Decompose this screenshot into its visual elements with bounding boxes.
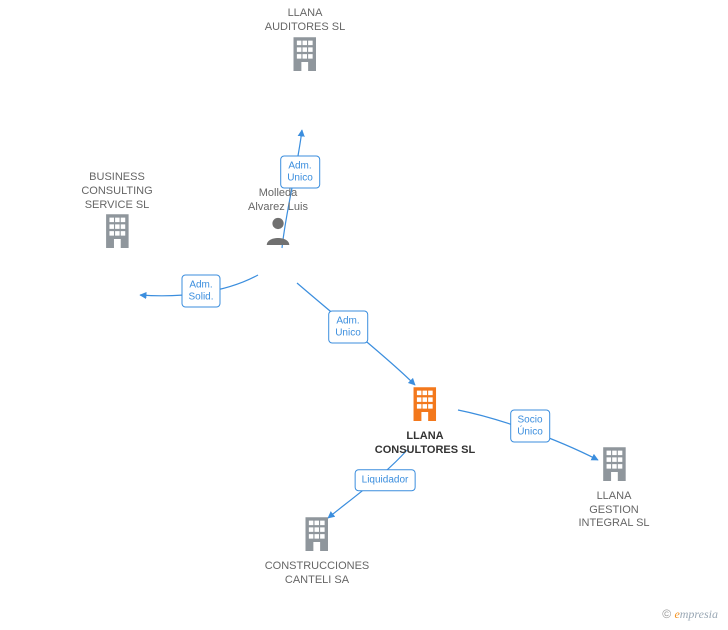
building-icon bbox=[299, 515, 335, 551]
edge-label-e4: SocioÚnico bbox=[510, 410, 550, 443]
node-llana_gestion[interactable]: LLANAGESTIONINTEGRAL SL bbox=[578, 445, 649, 531]
node-label: MolledaAlvarez Luis bbox=[248, 187, 308, 215]
node-llana_consultores[interactable]: LLANACONSULTORES SL bbox=[375, 385, 475, 457]
node-label: LLANAGESTIONINTEGRAL SL bbox=[578, 490, 649, 531]
brand-rest: mpresia bbox=[680, 607, 718, 621]
node-label: BUSINESSCONSULTINGSERVICE SL bbox=[81, 171, 152, 212]
edge-label-e5: Liquidador bbox=[355, 469, 416, 491]
copyright-symbol: © bbox=[662, 607, 671, 621]
edge-label-e3: Adm.Unico bbox=[328, 311, 368, 344]
building-icon bbox=[99, 212, 135, 248]
node-molleda[interactable]: MolledaAlvarez Luis bbox=[248, 187, 308, 253]
diagram-canvas: LLANAAUDITORES SL BUSINESSCONSULTINGSERV… bbox=[0, 0, 728, 630]
edge-label-e2: Adm.Solid. bbox=[181, 275, 220, 308]
node-business_consulting[interactable]: BUSINESSCONSULTINGSERVICE SL bbox=[81, 171, 152, 257]
node-label: LLANAAUDITORES SL bbox=[265, 7, 346, 35]
building-icon bbox=[287, 35, 323, 71]
building-icon bbox=[407, 385, 443, 421]
copyright: © empresia bbox=[662, 607, 718, 622]
person-icon bbox=[263, 215, 293, 245]
node-llana_auditores[interactable]: LLANAAUDITORES SL bbox=[265, 7, 346, 79]
edge-label-e1: Adm.Unico bbox=[280, 156, 320, 189]
building-icon bbox=[596, 445, 632, 481]
node-label: LLANACONSULTORES SL bbox=[375, 430, 475, 458]
node-construcciones[interactable]: CONSTRUCCIONESCANTELI SA bbox=[265, 515, 370, 587]
node-label: CONSTRUCCIONESCANTELI SA bbox=[265, 560, 370, 588]
